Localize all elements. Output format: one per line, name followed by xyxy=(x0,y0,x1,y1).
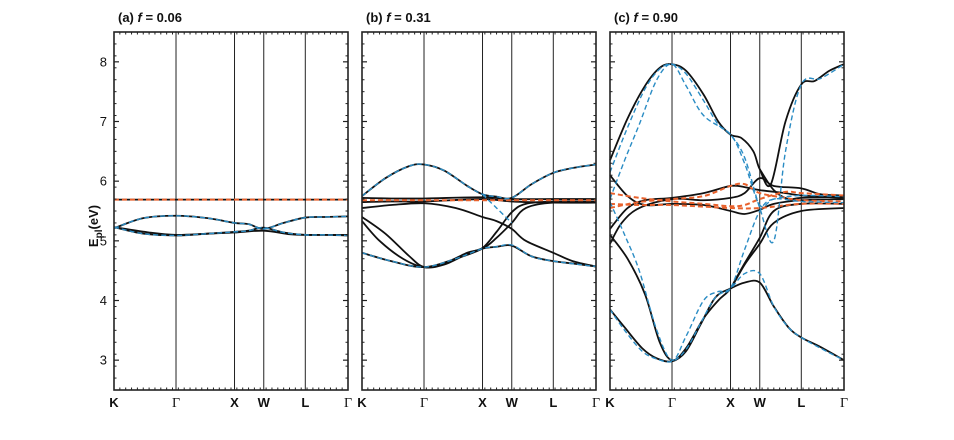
series-line-dashed_orange-9 xyxy=(609,190,845,208)
panel-b: K Γ X W L Γ (b) f = 0.31 xyxy=(357,10,600,411)
panel-title-letter: (a) xyxy=(118,10,138,25)
kpoint-label-3: W xyxy=(506,395,519,410)
series-line-dashed_blue-10 xyxy=(482,193,513,224)
kpoint-label-1: Γ xyxy=(420,396,428,411)
y-tick-label-3: 6 xyxy=(100,174,107,189)
series-line-dashed_blue-9 xyxy=(361,243,597,268)
kpoint-label-2: X xyxy=(478,395,487,410)
panel-title-letter: (b) xyxy=(366,10,386,25)
series-line-dashed_blue-11 xyxy=(609,63,845,244)
series-line-solid-0 xyxy=(361,163,597,200)
series-line-solid-2 xyxy=(609,177,845,245)
kpoint-label-1: Γ xyxy=(172,396,180,411)
y-axis-label-unit: (eV) xyxy=(86,205,101,230)
y-axis-label-sub: pl xyxy=(94,229,105,238)
series-line-solid-5 xyxy=(361,201,597,268)
kpoint-label-3: W xyxy=(754,395,767,410)
y-tick-label-0: 3 xyxy=(100,353,107,368)
kpoint-label-5: Γ xyxy=(592,396,600,411)
y-tick-label-4: 7 xyxy=(100,114,107,129)
series-line-solid-5 xyxy=(609,207,845,362)
kpoint-label-2: X xyxy=(726,395,735,410)
series-line-dashed_orange-8 xyxy=(609,182,845,209)
series-line-dashed_orange-10 xyxy=(609,202,845,210)
y-axis-label: Epl(eV) xyxy=(86,205,105,247)
series-line-dashed_blue-12 xyxy=(609,269,845,363)
panel-title-f-value: = 0.90 xyxy=(638,10,678,25)
kpoint-label-0: K xyxy=(109,395,119,410)
panel-c: K Γ X W L Γ (c) f = 0.90 xyxy=(605,10,848,411)
series-line-solid-2 xyxy=(361,196,596,201)
series-line-dashed_blue-13 xyxy=(609,197,845,361)
series-line-solid-3 xyxy=(609,174,845,215)
series-line-solid-4 xyxy=(361,200,597,269)
kpoint-label-5: Γ xyxy=(840,396,848,411)
panel-title-a: (a) f = 0.06 xyxy=(118,10,182,25)
panel-title-letter: (c) xyxy=(614,10,634,25)
y-tick-label-2: 5 xyxy=(100,233,107,248)
kpoint-label-0: K xyxy=(357,395,367,410)
series-line-solid-6 xyxy=(361,202,597,268)
panel-title-f-value: = 0.31 xyxy=(391,10,431,25)
kpoint-label-4: L xyxy=(301,395,309,410)
kpoint-label-3: W xyxy=(258,395,271,410)
y-tick-label-5: 8 xyxy=(100,54,107,69)
kpoint-label-1: Γ xyxy=(668,396,676,411)
y-tick-label-1: 4 xyxy=(100,293,107,308)
series-line-dashed_blue-5 xyxy=(113,215,349,230)
series-line-dashed_blue-14 xyxy=(609,63,845,208)
kpoint-label-4: L xyxy=(797,395,805,410)
plot-frame xyxy=(361,31,597,391)
panel-title-f-symbol: f xyxy=(138,10,144,25)
plot-frame xyxy=(113,31,349,391)
kpoint-label-5: Γ xyxy=(344,396,352,411)
panel-a: 3 4 5 6 7 8 K Γ X W L Γ (a) f = 0.06 xyxy=(100,10,352,411)
kpoint-label-0: K xyxy=(605,395,615,410)
y-axis-label-main: E xyxy=(86,238,101,247)
series-line-solid-0 xyxy=(609,63,845,187)
kpoint-label-2: X xyxy=(230,395,239,410)
panel-title-f-value: = 0.06 xyxy=(142,10,182,25)
kpoint-label-4: L xyxy=(549,395,557,410)
panel-title-b: (b) f = 0.31 xyxy=(366,10,431,25)
panel-title-f-symbol: f xyxy=(634,10,640,25)
series-line-solid-3 xyxy=(361,216,597,269)
panel-title-c: (c) f = 0.90 xyxy=(614,10,678,25)
panel-title-f-symbol: f xyxy=(386,10,392,25)
